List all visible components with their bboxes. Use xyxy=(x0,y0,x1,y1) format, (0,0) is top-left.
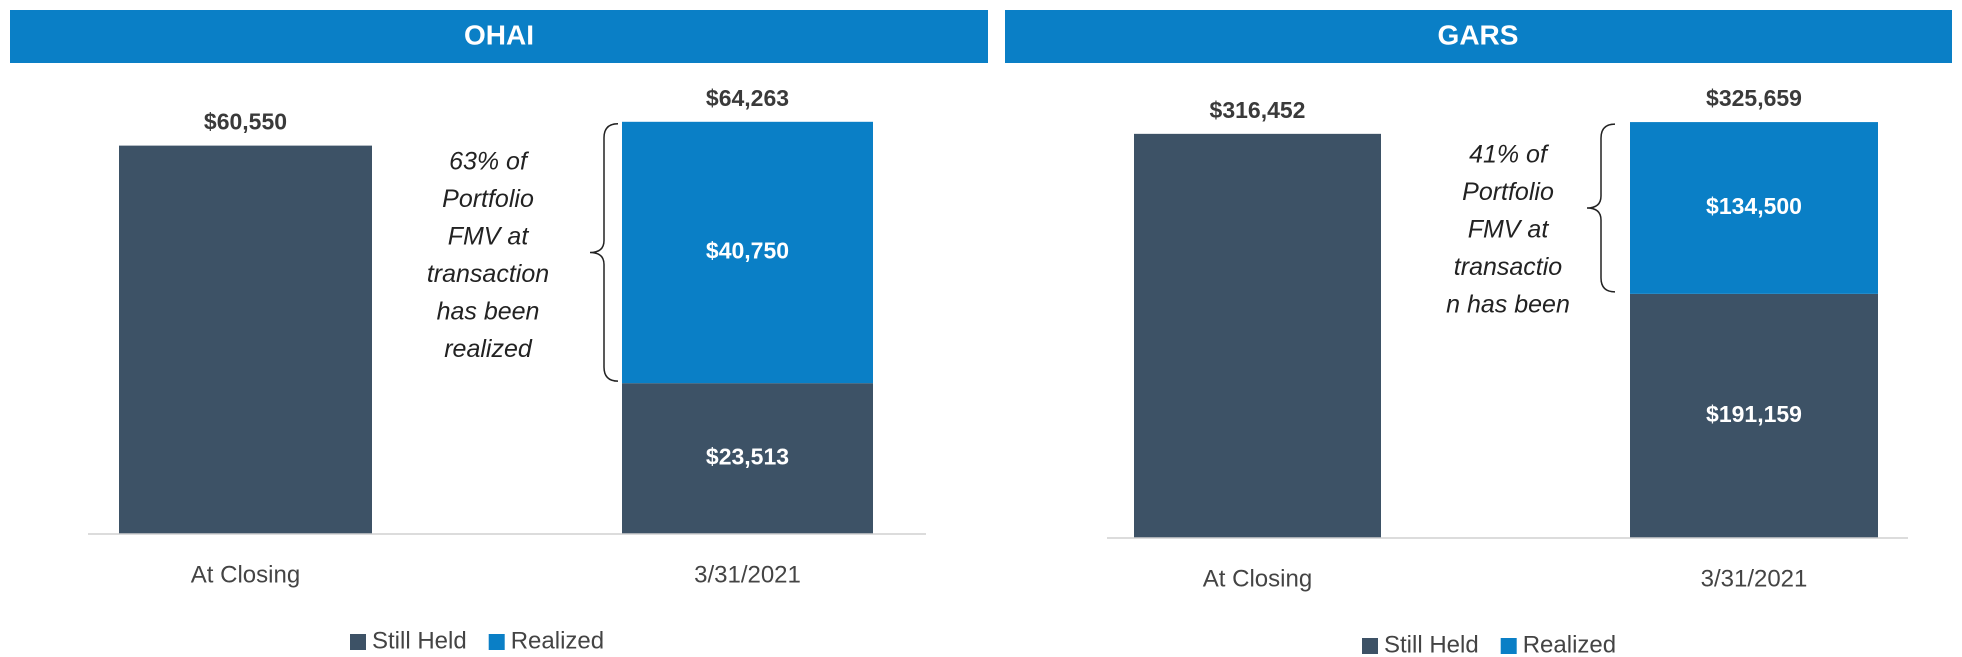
bar-value-label: $191,159 xyxy=(1706,401,1802,427)
brace xyxy=(1586,123,1616,293)
bar-value-label: $134,500 xyxy=(1706,193,1802,219)
legend-swatch xyxy=(1362,638,1378,654)
header-bar xyxy=(1005,10,1952,63)
total-label: $316,452 xyxy=(1210,97,1306,123)
x-tick-label: 3/31/2021 xyxy=(1701,565,1808,592)
legend-swatch xyxy=(488,634,505,650)
total-label: $60,550 xyxy=(204,109,287,135)
panel-title: GARS xyxy=(1438,19,1519,50)
annotation: transactio xyxy=(1454,253,1562,281)
header-bar xyxy=(10,10,988,63)
bar-segment xyxy=(1630,293,1878,538)
annotation: has been xyxy=(437,298,540,326)
x-tick-label: At Closing xyxy=(1203,565,1312,592)
total-label: $64,263 xyxy=(706,85,789,111)
annotation: Portfolio xyxy=(442,185,534,213)
annotation: 41% of xyxy=(1469,141,1550,169)
legend-label: Realized xyxy=(1523,631,1616,657)
x-tick-label: 3/31/2021 xyxy=(694,561,801,588)
annotation: Portfolio xyxy=(1462,178,1554,206)
annotation: realized xyxy=(444,335,533,363)
bar-segment xyxy=(1134,133,1381,538)
annotation: transaction xyxy=(427,260,549,288)
bar-value-label: $23,513 xyxy=(706,444,789,470)
bar-segment xyxy=(1630,122,1878,294)
bar-value-label: $40,750 xyxy=(706,238,789,264)
total-label: $325,659 xyxy=(1706,85,1802,111)
legend-swatch xyxy=(1500,638,1517,654)
legend-label: Still Held xyxy=(372,627,467,654)
legend-label: Still Held xyxy=(1384,631,1479,657)
annotation: FMV at xyxy=(1468,216,1550,244)
legend-swatch xyxy=(350,634,366,650)
bar-segment xyxy=(622,121,873,384)
panel-title: OHAI xyxy=(464,19,534,50)
annotation: 63% of xyxy=(449,148,530,176)
x-tick-label: At Closing xyxy=(191,561,300,588)
bar-segment xyxy=(119,145,372,535)
legend-label: Realized xyxy=(511,627,604,654)
annotation: FMV at xyxy=(448,223,530,251)
annotation: n has been xyxy=(1446,291,1570,319)
bar-segment xyxy=(622,383,873,534)
brace xyxy=(589,123,619,382)
